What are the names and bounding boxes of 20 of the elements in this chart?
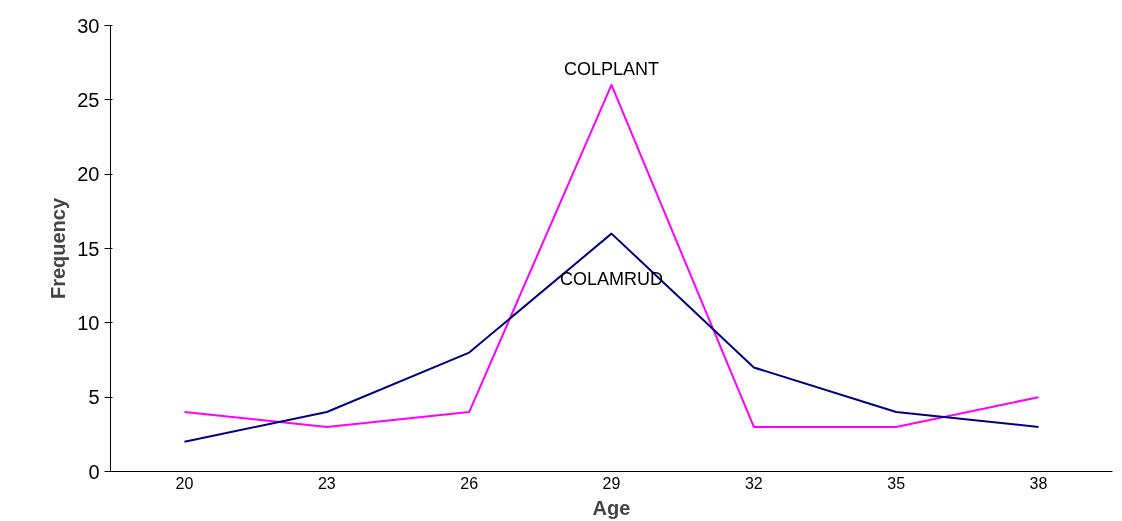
y-tick-label: 20: [77, 163, 100, 186]
y-tick-label: 5: [88, 386, 100, 409]
x-tick-label: 23: [317, 474, 336, 492]
y-tick-label: 25: [77, 88, 100, 111]
line-series: [183, 83, 1040, 428]
y-tick-label: 10: [77, 311, 100, 334]
line-series: [183, 232, 1040, 443]
y-tick-label: 30: [77, 14, 100, 37]
y-tick-label: 15: [77, 237, 100, 260]
series-label: COLAMRUD: [560, 268, 664, 289]
series-label: COLPLANT: [563, 58, 660, 79]
x-tick-label: 20: [175, 474, 194, 492]
x-tick-label: 35: [887, 474, 906, 492]
x-tick-label: 38: [1029, 474, 1048, 492]
x-tick-label: 26: [460, 474, 479, 492]
y-axis-title: Frequency: [47, 197, 70, 300]
x-tick-label: 29: [602, 474, 621, 492]
x-axis-title: Age: [592, 496, 631, 519]
y-tick-label: 0: [88, 460, 100, 483]
x-tick-label: 32: [744, 474, 763, 492]
